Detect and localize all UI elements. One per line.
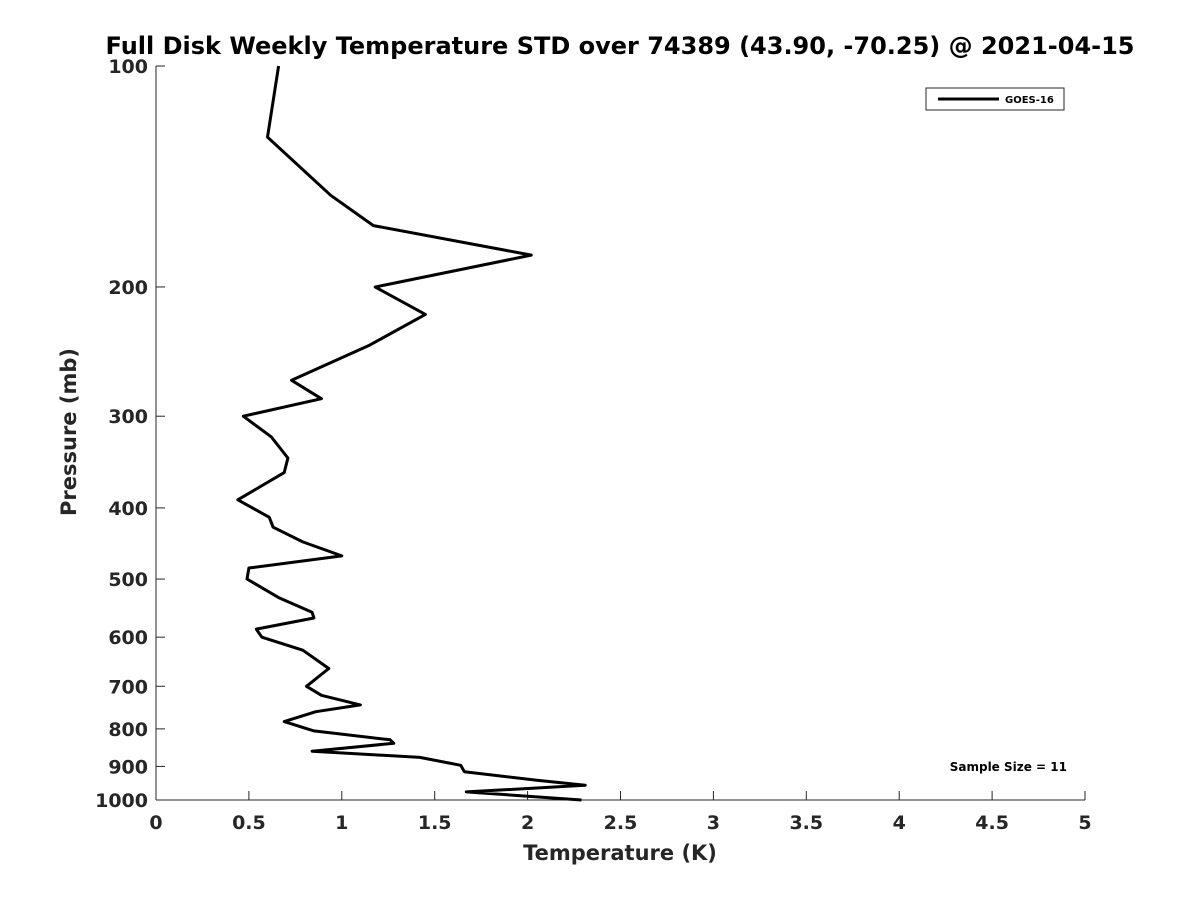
legend: GOES-16: [925, 87, 1065, 111]
series-line-goes-16: [236, 65, 587, 802]
x-tick-label: 1: [335, 812, 348, 834]
x-tick-label: 0.5: [232, 812, 266, 834]
chart-title: Full Disk Weekly Temperature STD over 74…: [106, 32, 1135, 60]
x-axis-label: Temperature (K): [523, 841, 717, 865]
y-tick-label: 1000: [95, 790, 148, 812]
x-tick-label: 4.5: [975, 812, 1009, 834]
x-tick-label: 3: [707, 812, 720, 834]
y-tick-label: 500: [108, 569, 148, 591]
legend-entry-goes-16: GOES-16: [1005, 95, 1054, 106]
x-tick-label: 3.5: [789, 812, 823, 834]
axes: 0 0.5 1 1.5 2 2.5 3 3.5 4 4.5 5 100 200 300 400 500 600 7…: [95, 56, 1092, 834]
y-tick-label: 800: [108, 719, 148, 741]
x-tick-label: 2: [521, 812, 534, 834]
sample-size-annotation: Sample Size = 11: [950, 760, 1067, 774]
x-tick-label: 1.5: [418, 812, 452, 834]
y-tick-label: 300: [108, 406, 148, 428]
y-tick-label: 700: [108, 676, 148, 698]
y-tick-label: 900: [108, 756, 148, 778]
x-tick-label: 4: [893, 812, 906, 834]
x-tick-label: 2.5: [604, 812, 638, 834]
y-tick-label: 400: [108, 498, 148, 520]
x-tick-label: 5: [1078, 812, 1091, 834]
y-tick-label: 200: [108, 277, 148, 299]
y-tick-label: 600: [108, 627, 148, 649]
x-tick-label: 0: [149, 812, 162, 834]
series-layer: [236, 65, 587, 802]
y-tick-label: 100: [108, 56, 148, 78]
y-axis-label: Pressure (mb): [57, 348, 81, 516]
